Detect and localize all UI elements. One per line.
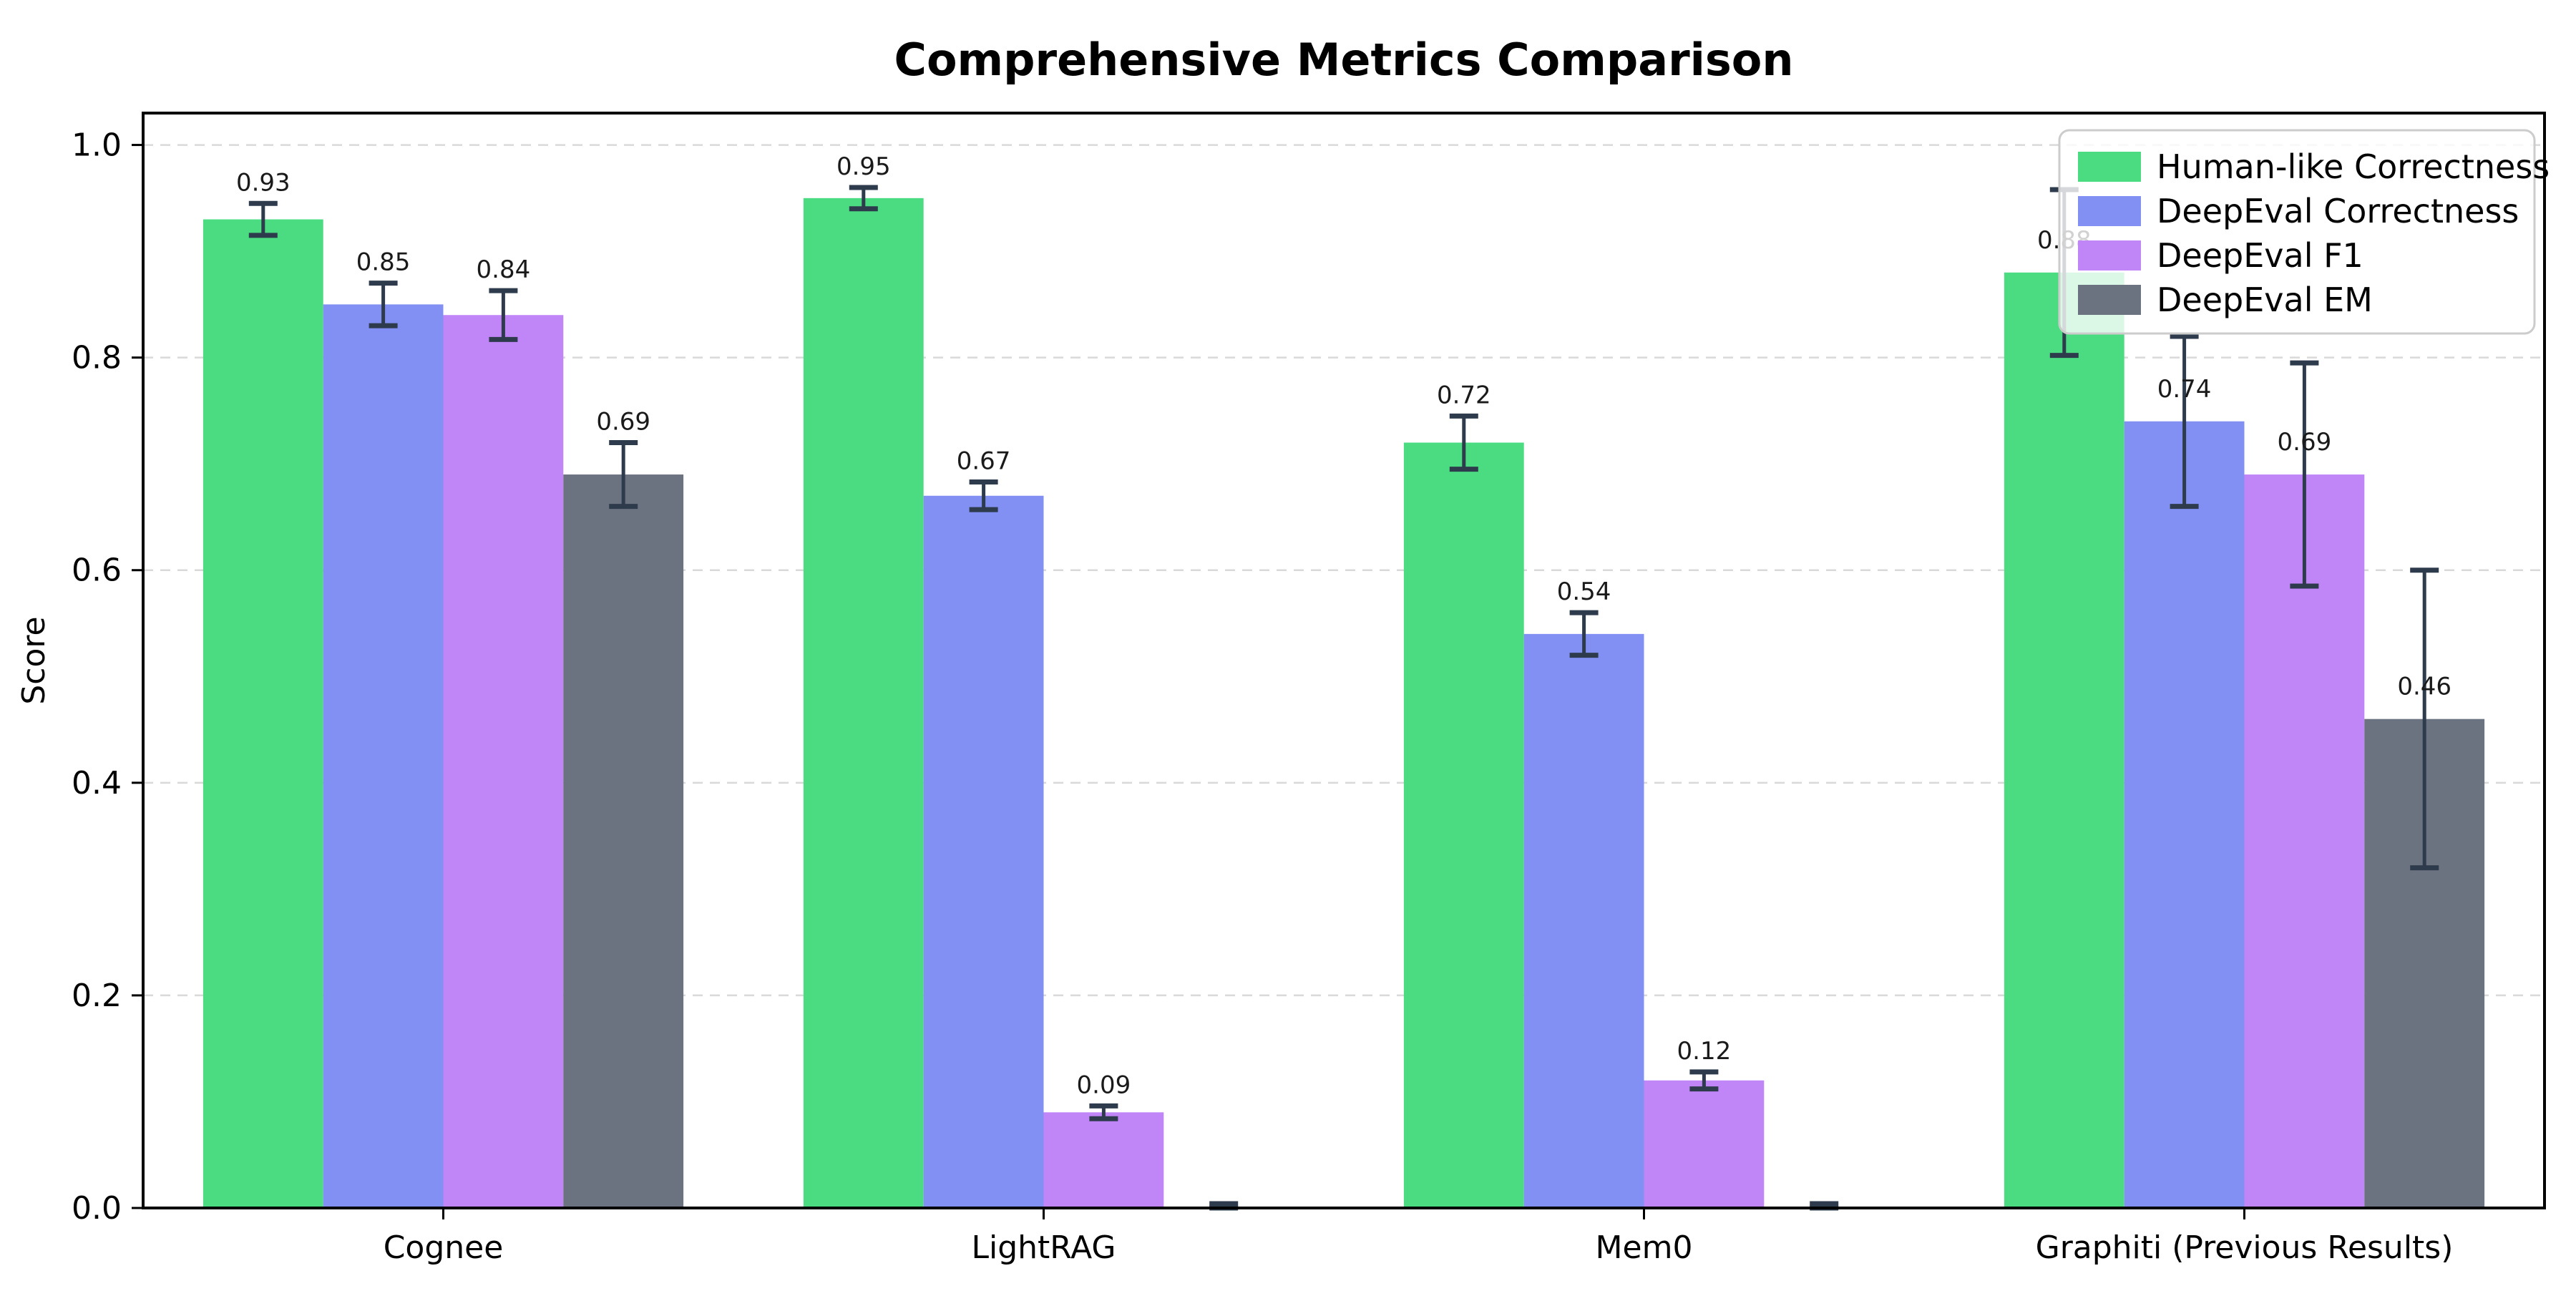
legend-label: DeepEval EM — [2157, 281, 2373, 319]
bar-value-label: 0.12 — [1677, 1037, 1732, 1066]
x-tick-label: Mem0 — [1596, 1229, 1693, 1266]
chart-title: Comprehensive Metrics Comparison — [894, 34, 1793, 86]
legend-swatch — [2078, 240, 2141, 271]
bar — [2124, 421, 2245, 1209]
legend-label: DeepEval F1 — [2157, 236, 2363, 275]
bar-value-label: 0.69 — [2278, 428, 2332, 457]
bar-value-label: 0.74 — [2157, 375, 2212, 404]
bar — [1403, 442, 1524, 1209]
bar — [1043, 1112, 1164, 1208]
legend-swatch — [2078, 152, 2141, 182]
bar — [1644, 1080, 1765, 1208]
bar — [923, 495, 1044, 1208]
bar — [1523, 633, 1644, 1208]
y-tick-label: 0.8 — [72, 340, 122, 376]
axes-layer: 0.0 0.2 0.4 0.6 0.8 1.0 Cognee LightRAG Mem0 Grap… — [72, 112, 2546, 1266]
legend-swatch — [2078, 285, 2141, 315]
bar — [323, 304, 444, 1208]
x-tick-label: LightRAG — [971, 1229, 1116, 1266]
bar-value-label: 0.93 — [236, 168, 291, 197]
bar — [443, 315, 564, 1208]
bar-value-label: 0.84 — [477, 255, 531, 284]
plot-frame — [142, 112, 2546, 1209]
y-tick-label: 0.6 — [72, 552, 122, 589]
bar — [2244, 474, 2365, 1208]
y-tick-label: 0.2 — [72, 978, 122, 1014]
bar — [563, 474, 684, 1208]
bar-value-label: 0.46 — [2397, 673, 2451, 701]
bar — [203, 219, 323, 1208]
y-tick-label: 1.0 — [72, 127, 122, 164]
bar-value-labels-layer: 0.93 0.85 0.84 0.69 0.95 0.67 0.09 0.72 0.54 0.12… — [236, 152, 2451, 1099]
bars-layer — [203, 198, 2485, 1209]
y-axis-label: Score — [16, 616, 52, 704]
bar — [2004, 272, 2124, 1208]
x-tick-label: Graphiti (Previous Results) — [2036, 1229, 2454, 1266]
legend-box — [2058, 129, 2536, 335]
bar-value-label: 0.09 — [1077, 1071, 1131, 1099]
legend-swatch — [2078, 196, 2141, 226]
bar-value-label: 0.69 — [596, 407, 650, 436]
bar-value-label: 0.95 — [836, 152, 891, 181]
y-tick-label: 0.0 — [72, 1190, 122, 1227]
legend-label: DeepEval Correctness — [2157, 192, 2519, 230]
bar-value-label: 0.67 — [957, 447, 1011, 475]
bar-value-label: 0.72 — [1437, 381, 1491, 409]
y-tick-label: 0.4 — [72, 765, 122, 802]
x-tick-label: Cognee — [384, 1229, 504, 1266]
bar-value-label: 0.54 — [1557, 578, 1611, 606]
legend-label: Human-like Correctness — [2157, 147, 2550, 186]
bar — [803, 198, 924, 1208]
legend: Human-like Correctness DeepEval Correctne… — [2058, 129, 2550, 335]
bar-value-label: 0.85 — [356, 248, 411, 277]
